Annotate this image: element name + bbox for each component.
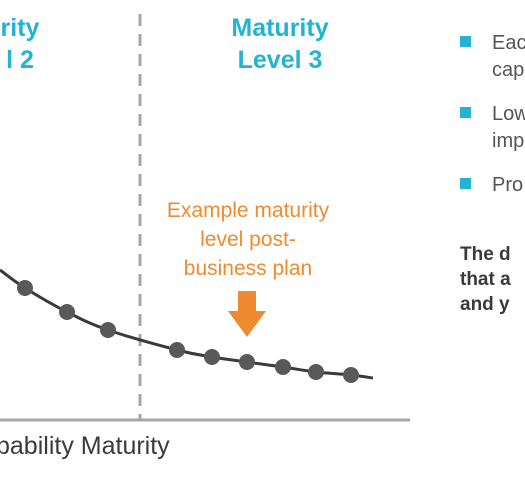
x-axis-label: pability Maturity — [0, 432, 170, 460]
bullet-square-icon — [460, 178, 471, 189]
bullet-list: Eac cap Low imp Pro — [460, 30, 525, 216]
example-maturity-annotation: Example maturity level post- business pl… — [140, 196, 356, 283]
bullet-text: Eac cap — [492, 32, 525, 81]
maturity-level-3-label: Maturity Level 3 — [231, 14, 329, 74]
bullet-item: Pro — [460, 172, 525, 199]
down-arrow-icon — [228, 291, 266, 337]
curve-point-6 — [239, 354, 255, 370]
bold-summary-text: The d that a and y — [460, 244, 511, 315]
annotation-text: Example maturity level post- business pl… — [166, 199, 330, 280]
curve-point-1 — [17, 280, 33, 296]
curve-point-8 — [308, 364, 324, 380]
bullet-item: Eac cap — [460, 30, 525, 84]
bullet-square-icon — [460, 36, 471, 47]
bullet-text: Pro — [492, 174, 524, 196]
maturity-curve — [0, 268, 374, 380]
bullet-text: Low imp — [492, 103, 525, 152]
curve-point-7 — [275, 359, 291, 375]
curve-point-4 — [169, 342, 185, 358]
maturity-level-2-heading: rity l 2 — [0, 12, 70, 76]
curve-point-2 — [59, 304, 75, 320]
curve-point-3 — [100, 322, 116, 338]
curve-point-5 — [204, 349, 220, 365]
bullet-square-icon — [460, 107, 471, 118]
maturity-level-2-label: rity l 2 — [0, 14, 40, 74]
curve-markers — [17, 280, 359, 383]
maturity-level-3-heading: Maturity Level 3 — [210, 12, 350, 76]
curve-point-9 — [343, 367, 359, 383]
bullet-item: Low imp — [460, 101, 525, 155]
